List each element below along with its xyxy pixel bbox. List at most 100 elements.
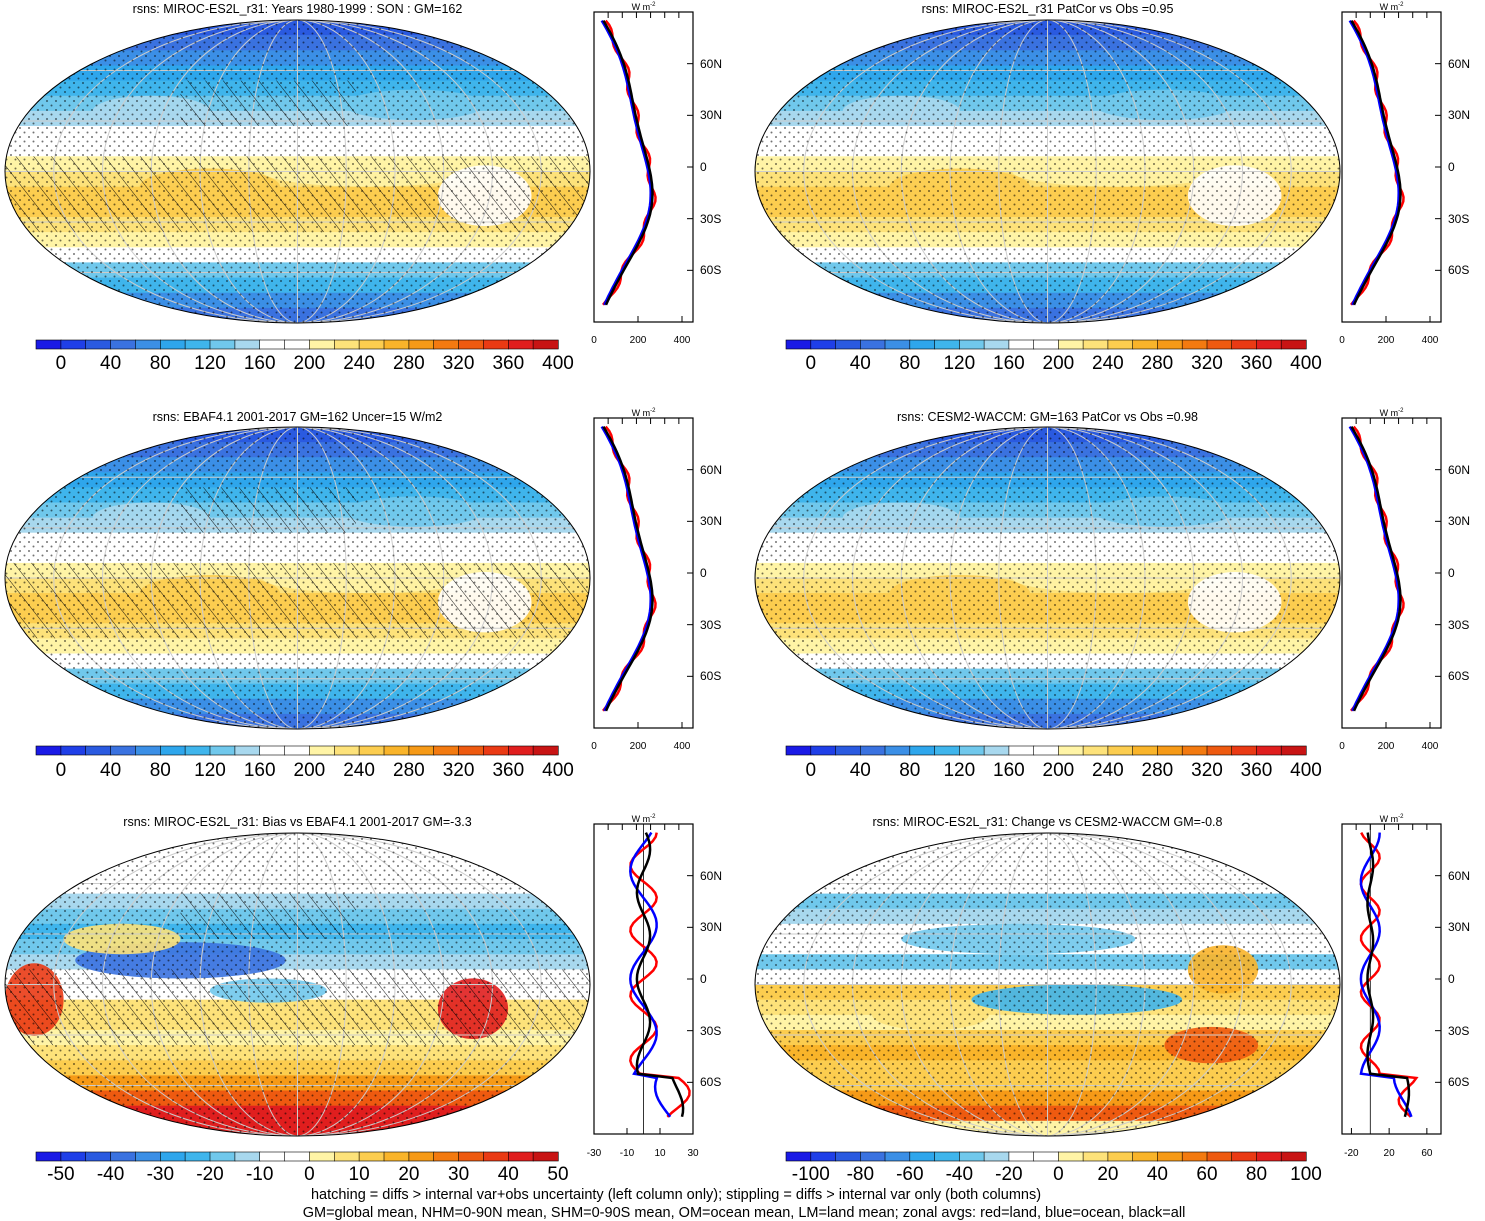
colorbar-box: [234, 1151, 261, 1162]
colorbar-tick-label: 400: [542, 760, 574, 781]
map-p5: [4, 832, 591, 1137]
colorbar-box: [983, 339, 1010, 350]
zonal-unit-label: W m-2: [631, 408, 656, 418]
colorbar-p1: [35, 339, 559, 350]
map-p6: [754, 832, 1341, 1137]
latitude-tick-label: 30N: [700, 514, 723, 529]
colorbar-tick-label: -80: [846, 1164, 875, 1185]
latitude-tick-label: 60N: [1448, 868, 1471, 883]
colorbar-box: [1033, 339, 1059, 350]
colorbar-box: [909, 745, 936, 756]
colorbar-tick-label: 200: [1042, 353, 1075, 374]
zonal-tick-label: 200: [1377, 335, 1395, 346]
colorbar-box: [85, 1151, 112, 1162]
colorbar-box: [1107, 745, 1134, 756]
colorbar-tick-label: 360: [1240, 353, 1273, 374]
colorbar-tick-label: 100: [1290, 1164, 1322, 1185]
latitude-tick-label: 0: [1448, 160, 1455, 174]
colorbar-box: [1256, 1151, 1282, 1162]
colorbar-tick-label: 60: [1196, 1164, 1218, 1185]
colorbar-p5: [35, 1151, 559, 1162]
colorbar-box: [835, 745, 861, 756]
colorbar-box: [135, 339, 161, 350]
colorbar-tick-label: 30: [448, 1164, 470, 1185]
colorbar-tick-label: 240: [1092, 760, 1124, 781]
colorbar-box: [309, 339, 335, 350]
zonal-plot-p1: [593, 11, 694, 323]
colorbar-tick-label: 0: [805, 760, 817, 781]
colorbar-box: [408, 1151, 435, 1162]
colorbar-box: [1008, 339, 1035, 350]
zonal-plot-p2: [1341, 11, 1442, 323]
panel-title: rsns: MIROC-ES2L_r31: Change vs CESM2-WA…: [872, 815, 1223, 829]
colorbar-tick-label: 400: [1290, 353, 1322, 374]
colorbar-box: [1181, 339, 1208, 350]
map-p4: [754, 426, 1341, 730]
colorbar-box: [135, 745, 161, 756]
colorbar-box: [1082, 339, 1109, 350]
colorbar-box: [1256, 745, 1282, 756]
colorbar-box: [810, 1151, 837, 1162]
colorbar-box: [835, 339, 861, 350]
colorbar-box: [408, 745, 435, 756]
colorbar-tick-label: 0: [1053, 1164, 1064, 1185]
colorbar-box: [458, 1151, 485, 1162]
latitude-tick-label: 60S: [700, 1075, 722, 1090]
colorbar-tick-label: 120: [943, 353, 976, 374]
colorbar-box: [358, 339, 385, 350]
colorbar-box: [1157, 339, 1183, 350]
colorbar-box: [433, 339, 460, 350]
zonal-unit-label: W m-2: [1379, 2, 1404, 12]
zonal-curve: [602, 19, 654, 306]
colorbar-box: [1206, 1151, 1233, 1162]
zonal-unit-label: W m-2: [631, 2, 656, 12]
colorbar-box: [532, 745, 559, 756]
colorbar-tick-label: 240: [1092, 353, 1124, 374]
colorbar-tick-label: 200: [1042, 760, 1075, 781]
colorbar-box: [85, 745, 112, 756]
colorbar-box: [1256, 339, 1282, 350]
colorbar-box: [259, 745, 286, 756]
colorbar-box: [532, 1151, 559, 1162]
zonal-tick-label: 0: [591, 741, 597, 752]
colorbar-box: [1058, 1151, 1084, 1162]
zonal-curve: [1366, 832, 1411, 1118]
zonal-curve: [1350, 19, 1402, 306]
colorbar-box: [184, 339, 211, 350]
panel-title: rsns: CESM2-WACCM: GM=163 PatCor vs Obs …: [896, 410, 1199, 424]
colorbar-box: [859, 339, 886, 350]
colorbar-tick-label: 360: [492, 353, 525, 374]
colorbar-tick-label: 10: [348, 1164, 370, 1185]
colorbar-box: [383, 339, 410, 350]
colorbar-tick-label: 20: [398, 1164, 420, 1185]
colorbar-box: [160, 339, 186, 350]
colorbar-tick-label: 0: [55, 760, 67, 781]
colorbar-box: [284, 745, 311, 756]
latitude-tick-label: 30S: [1448, 211, 1470, 226]
zonal-curve: [602, 425, 654, 712]
colorbar-tick-label: 50: [547, 1164, 569, 1185]
panel-title: rsns: MIROC-ES2L_r31: Bias vs EBAF4.1 20…: [123, 815, 472, 829]
colorbar-tick-label: 40: [849, 353, 871, 374]
colorbar-box: [1107, 1151, 1134, 1162]
colorbar-tick-label: 360: [492, 760, 525, 781]
zonal-tick-label: 0: [1339, 741, 1345, 752]
colorbar-tick-label: 40: [849, 760, 871, 781]
colorbar-box: [835, 1151, 861, 1162]
colorbar-box: [458, 339, 485, 350]
latitude-tick-label: 30S: [700, 1023, 722, 1038]
colorbar-box: [1280, 1151, 1307, 1162]
colorbar-box: [785, 745, 812, 756]
colorbar-box: [810, 745, 837, 756]
colorbar-box: [859, 745, 886, 756]
latitude-tick-label: 60N: [700, 868, 723, 883]
colorbar-box: [983, 745, 1010, 756]
colorbar-p3: [35, 745, 559, 756]
colorbar-box: [160, 1151, 186, 1162]
colorbar-box: [507, 745, 534, 756]
colorbar-tick-label: 280: [393, 353, 425, 374]
colorbar-tick-label: -50: [47, 1164, 75, 1185]
colorbar-tick-label: 240: [343, 353, 375, 374]
colorbar-tick-label: 400: [542, 353, 574, 374]
